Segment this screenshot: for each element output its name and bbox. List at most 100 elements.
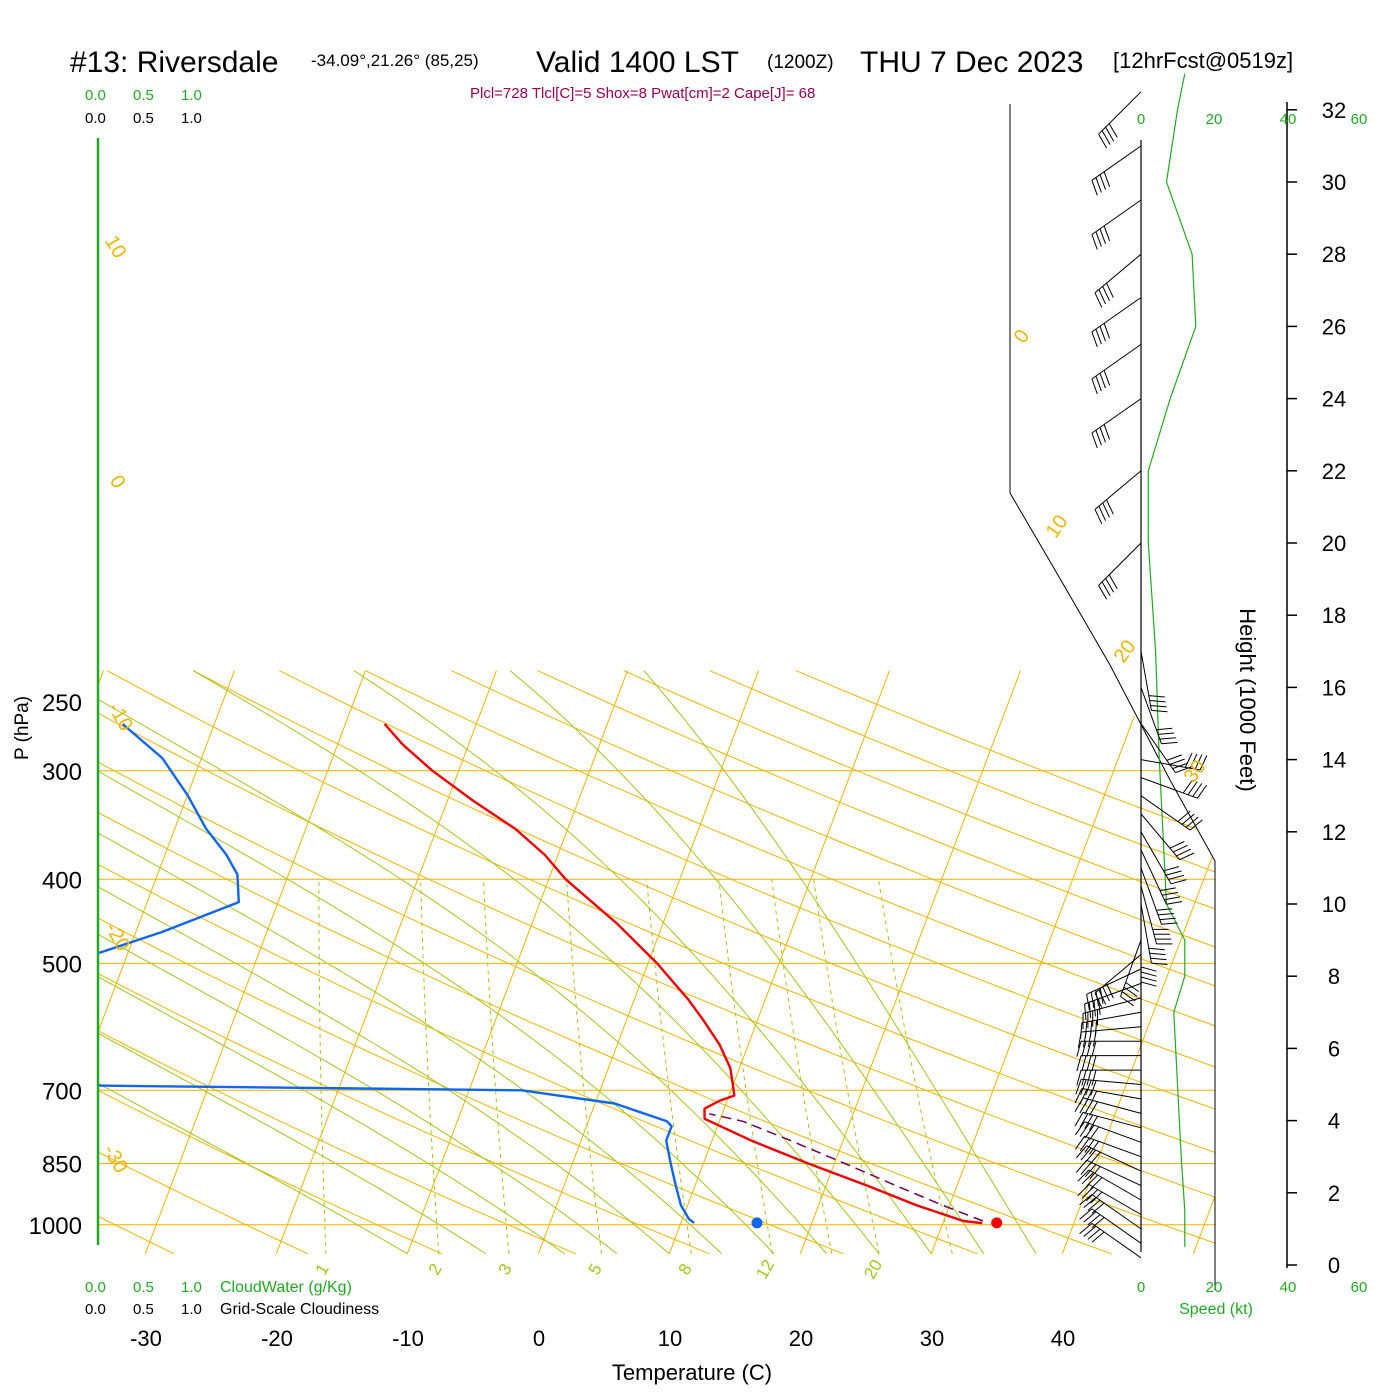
dry-adiabat-label: 10 bbox=[100, 232, 130, 262]
wind-barb-staff bbox=[1091, 1208, 1142, 1244]
wind-barb-feather bbox=[1166, 901, 1183, 905]
wind-barb bbox=[1098, 91, 1142, 149]
wind-barb-feather bbox=[1089, 1126, 1100, 1141]
wind-barb bbox=[1094, 253, 1142, 308]
wind-barb-feather bbox=[1075, 1145, 1087, 1159]
wind-barb-feather bbox=[1091, 1231, 1105, 1243]
moist-adiabat-line bbox=[98, 670, 775, 1255]
wind-barb-feather bbox=[1098, 505, 1107, 521]
sounding-series bbox=[98, 723, 984, 1225]
mixing-ratio-label: 3 bbox=[495, 1260, 516, 1278]
wind-barb bbox=[1140, 723, 1191, 774]
wind-barb-staff bbox=[1140, 867, 1162, 925]
wind-barb bbox=[1140, 849, 1183, 905]
wind-barb-staff bbox=[1091, 297, 1142, 333]
wind-barb-feather bbox=[1120, 996, 1134, 1007]
speed-top-tick-0: 0 bbox=[1137, 111, 1145, 128]
wind-barb-feather bbox=[1091, 432, 1098, 449]
mixing-ratio-line bbox=[718, 879, 773, 1254]
wind-barb bbox=[1091, 199, 1142, 250]
wind-barb-feather bbox=[1091, 1202, 1105, 1214]
mixing-ratio-line bbox=[483, 879, 510, 1254]
wind-barb-feather bbox=[1094, 992, 1103, 1008]
wind-barb-feather bbox=[1076, 1041, 1082, 1057]
forecast-text: [12hrFcst@0519z] bbox=[1113, 48, 1293, 73]
isotherm-line bbox=[144, 670, 366, 1254]
cloudwater-top-tick-2: 1.0 bbox=[181, 87, 202, 104]
cloudwater-label: CloudWater (g/Kg) bbox=[220, 1279, 352, 1296]
dry-adiabat-lines bbox=[98, 670, 1215, 1255]
wind-barb-feather bbox=[1099, 372, 1106, 389]
wind-barb bbox=[1074, 1135, 1142, 1158]
wind-barb-feather bbox=[1081, 1041, 1087, 1057]
wind-barb-feather bbox=[1121, 991, 1136, 1002]
wind-barb-feather bbox=[1094, 292, 1103, 308]
dry-adiabat-line bbox=[451, 670, 1215, 1255]
wind-barb-staff bbox=[1088, 1169, 1142, 1201]
cloudwater-bottom-tick-0: 0.0 bbox=[85, 1279, 106, 1296]
pressure-tick-label: 850 bbox=[42, 1152, 82, 1179]
dry-adiabat-line bbox=[709, 670, 1215, 1255]
wind-barb-feather bbox=[1074, 1112, 1084, 1127]
surface-temperature-marker bbox=[991, 1217, 1003, 1229]
moist-adiabat-line bbox=[98, 670, 827, 1255]
wind-barb-feather bbox=[1091, 378, 1098, 395]
dewpoint-line bbox=[98, 723, 695, 1224]
wind-barb bbox=[1077, 1169, 1142, 1201]
height-tick-label: 4 bbox=[1328, 1109, 1340, 1134]
wind-barb-feather bbox=[1087, 1228, 1101, 1240]
moist-adiabat-lines bbox=[98, 670, 1037, 1255]
isotherm-line bbox=[1192, 670, 1215, 1254]
wind-barb-feather bbox=[1163, 866, 1180, 872]
wind-barb-feather bbox=[1196, 784, 1208, 799]
height-tick-label: 8 bbox=[1328, 964, 1340, 989]
wind-barb-feather bbox=[1099, 326, 1106, 342]
wind-barb-feather bbox=[1075, 1159, 1087, 1173]
wind-barb-feather bbox=[1150, 957, 1167, 961]
wind-barb-feather bbox=[1084, 1003, 1087, 1020]
wind-barb bbox=[1140, 903, 1168, 965]
cloudiness-top-tick-0: 0.0 bbox=[85, 110, 106, 127]
wind-barb-feather bbox=[1090, 992, 1095, 1009]
dry-adiabat-label: -30 bbox=[98, 1141, 132, 1177]
wind-barb-feather bbox=[1123, 986, 1138, 997]
height-tick-label: 18 bbox=[1322, 603, 1346, 628]
wind-barb-feather bbox=[1125, 981, 1139, 993]
speed-bottom-tick-2: 40 bbox=[1280, 1279, 1297, 1296]
wind-barb-staff bbox=[1088, 1184, 1142, 1215]
wind-barb bbox=[1094, 470, 1142, 525]
height-axis-title: Height (1000 Feet) bbox=[1235, 608, 1260, 791]
wind-barb-feather bbox=[1087, 1214, 1101, 1226]
wind-barb-feather bbox=[1181, 813, 1195, 825]
wind-barbs bbox=[1074, 91, 1208, 1259]
wind-barb-feather bbox=[1176, 848, 1192, 857]
wind-barb-feather bbox=[1189, 753, 1198, 769]
wind-barb-feather bbox=[1095, 328, 1102, 345]
isotherm-line bbox=[98, 670, 235, 1254]
wind-barb-feather bbox=[1089, 1090, 1098, 1106]
pressure-tick-label: 1000 bbox=[29, 1213, 82, 1240]
wind-barb-feather bbox=[1199, 755, 1208, 771]
wind-barb-feather bbox=[1075, 1079, 1082, 1095]
wind-barb bbox=[1140, 777, 1208, 799]
wind-barb-feather bbox=[1106, 983, 1114, 999]
wind-barb-feather bbox=[1090, 1080, 1097, 1096]
pressure-tick-label: 300 bbox=[42, 759, 82, 786]
wind-barb-staff bbox=[1081, 1026, 1142, 1033]
mixing-ratio-line bbox=[420, 879, 440, 1254]
wind-barb-feather bbox=[1079, 1113, 1089, 1128]
cloudwater-top-tick-0: 0.0 bbox=[85, 87, 106, 104]
wind-barb-staff bbox=[1091, 145, 1142, 181]
wind-barb-feather bbox=[1083, 1225, 1097, 1237]
height-tick-label: 32 bbox=[1322, 98, 1346, 123]
dry-adiabat-line bbox=[537, 670, 1215, 1255]
wind-barb-feather bbox=[1175, 766, 1191, 774]
wind-barb-feather bbox=[1168, 874, 1185, 880]
wind-barb bbox=[1140, 795, 1203, 831]
wind-barb-feather bbox=[1086, 1069, 1092, 1086]
wind-barb bbox=[1079, 1222, 1142, 1259]
height-tick-label: 2 bbox=[1328, 1181, 1340, 1206]
dry-adiabat-label: 20 bbox=[1110, 636, 1141, 667]
wind-barb bbox=[1080, 1011, 1142, 1039]
